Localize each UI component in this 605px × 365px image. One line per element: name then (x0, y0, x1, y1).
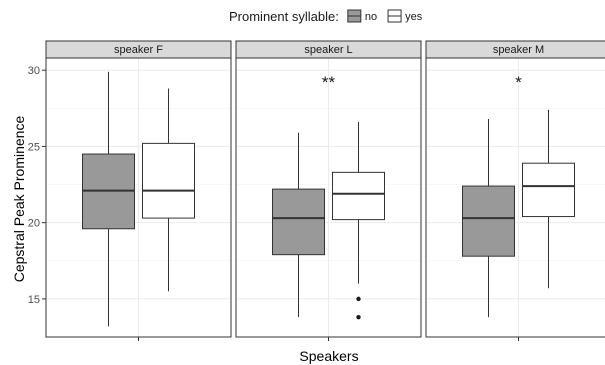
box-iqr (462, 185, 515, 257)
legend-label-no: no (365, 11, 377, 23)
facet-panels: speaker F speaker L ** speaker M * (45, 40, 605, 341)
box-yes (142, 88, 195, 292)
box-iqr (272, 188, 325, 256)
panel-2: speaker L ** (235, 40, 422, 341)
outlier-point (356, 296, 361, 302)
box-iqr (142, 142, 195, 219)
y-axis: 15 20 25 30 (28, 65, 46, 306)
y-tick-label: 25 (28, 141, 40, 153)
legend-title: Prominent syllable: (229, 9, 339, 24)
strip-label: speaker M (493, 44, 544, 56)
y-tick-label: 20 (28, 218, 40, 230)
panel-1: speaker F (45, 40, 232, 341)
panel-background (426, 58, 605, 337)
panel-3: speaker M * (425, 40, 605, 341)
legend-key-yes: yes (387, 9, 423, 23)
legend-key-no: no (347, 9, 377, 23)
gridlines (426, 58, 605, 338)
y-axis-title: Cepstral Peak Prominence (11, 116, 27, 283)
y-tick-label: 15 (28, 294, 40, 306)
x-axis-title: Speakers (299, 348, 358, 364)
strip-label: speaker L (304, 44, 352, 56)
strip-label: speaker F (114, 44, 163, 56)
significance-annotation: ** (322, 73, 336, 92)
y-tick-label: 30 (28, 65, 40, 77)
box-no (82, 71, 135, 327)
box-no (462, 118, 515, 318)
outlier-point (356, 314, 361, 320)
box-iqr (332, 171, 385, 221)
box-yes (332, 122, 385, 320)
legend: Prominent syllable: no yes (229, 9, 423, 24)
box-iqr (522, 162, 575, 218)
box-yes (522, 109, 575, 289)
box-no (272, 132, 325, 318)
legend-label-yes: yes (405, 11, 423, 23)
significance-annotation: * (515, 73, 522, 92)
